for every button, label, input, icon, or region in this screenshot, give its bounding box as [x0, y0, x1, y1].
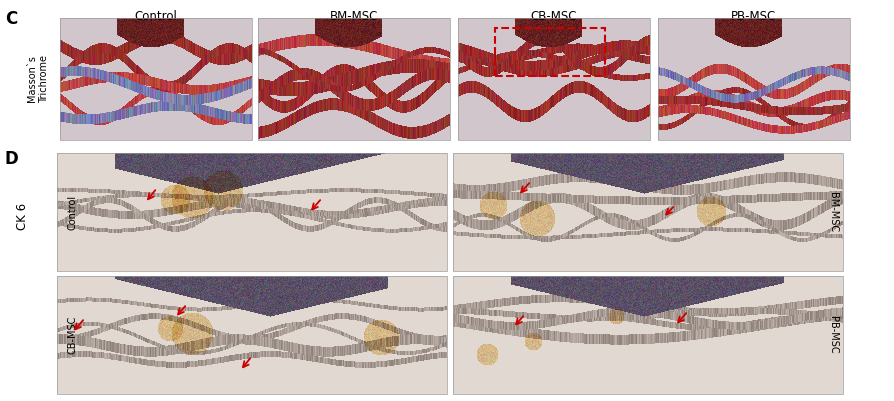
Bar — [495, 28, 605, 76]
Text: Control: Control — [67, 194, 77, 229]
Bar — [458, 18, 650, 140]
Text: Masson`s
Trichrome: Masson`s Trichrome — [27, 55, 49, 103]
Text: Control: Control — [135, 10, 177, 23]
Text: C: C — [5, 10, 17, 28]
Text: D: D — [5, 150, 19, 168]
Text: BM-MSC: BM-MSC — [330, 10, 378, 23]
Text: CB-MSC: CB-MSC — [531, 10, 578, 23]
Bar — [60, 18, 252, 140]
Bar — [453, 153, 843, 271]
Bar — [258, 18, 450, 140]
Bar — [658, 18, 850, 140]
Text: CB-MSC: CB-MSC — [67, 316, 77, 354]
Text: BM-MSC: BM-MSC — [828, 192, 838, 232]
Text: PB-MSC: PB-MSC — [731, 10, 777, 23]
Bar — [453, 276, 843, 394]
Bar — [57, 276, 447, 394]
Bar — [57, 153, 447, 271]
Text: PB-MSC: PB-MSC — [828, 316, 838, 354]
Text: CK 6: CK 6 — [15, 203, 29, 229]
